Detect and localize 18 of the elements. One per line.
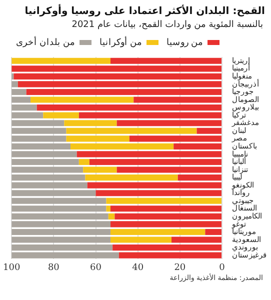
- bar: [118, 252, 222, 258]
- x-tick-label: 60: [90, 262, 102, 273]
- bar: [110, 206, 222, 212]
- bar: [30, 96, 134, 103]
- bar: [12, 58, 110, 64]
- legend-label: من بلدان أخرى: [16, 34, 75, 48]
- x-tick-label: 40: [132, 262, 144, 273]
- legend-label: من روسيا: [166, 36, 203, 48]
- bar: [108, 213, 115, 220]
- x-tick-label: 80: [48, 262, 60, 273]
- chart-title: القمح: البلدان الأكثر اعتمادا على روسيا وأوكرانيا: [24, 3, 266, 17]
- x-tick-label: 100: [2, 262, 20, 273]
- legend-label: من أوكرانيا: [99, 34, 142, 48]
- chart-subtitle: بالنسبة المئوية من واردات القمح، بيانات عام 2021: [70, 19, 264, 30]
- bar: [12, 252, 119, 258]
- x-tick-label: 20: [174, 262, 186, 273]
- bar: [70, 143, 174, 150]
- x-tick-label: 0: [219, 262, 226, 273]
